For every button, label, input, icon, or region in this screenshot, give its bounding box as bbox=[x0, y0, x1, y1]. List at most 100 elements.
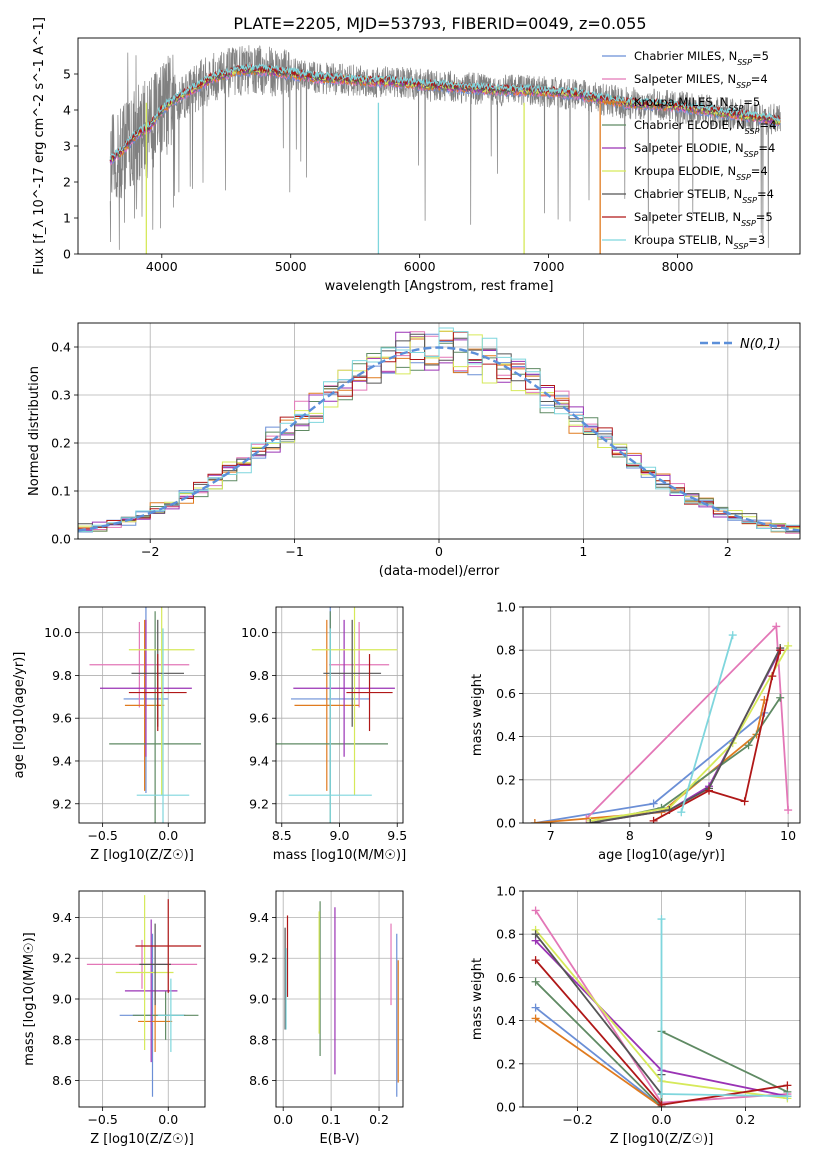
panel-z_weight: −0.2 0.0 0.2 0.0 0.2 0.4 0.6 0.8 1.0 Z [log10(Z/Z… bbox=[470, 884, 801, 1147]
legend-label-8: Kroupa STELIB, NSSP=3 bbox=[634, 233, 765, 251]
panel-age_weight: 7 8 9 10 0.0 0.2 0.4 0.6 0.8 1.0 age [log10(age/yr… bbox=[470, 600, 801, 863]
weight-marker-6 bbox=[531, 930, 540, 939]
axes-frame bbox=[275, 890, 404, 1108]
y-tick-label: 0.0 bbox=[496, 1100, 516, 1115]
y-tick-label: 0.1 bbox=[51, 484, 71, 499]
y-tick-label: 9.4 bbox=[249, 753, 269, 768]
x-tick-label: 9 bbox=[705, 828, 713, 843]
weight-marker-8 bbox=[783, 1092, 792, 1101]
plot-area-residuals bbox=[78, 327, 800, 539]
x-axis-label: Z [log10(Z/Z☉)] bbox=[610, 1132, 714, 1147]
x-tick-label: 0.0 bbox=[158, 1112, 178, 1127]
x-tick-label: 0.1 bbox=[321, 1112, 341, 1127]
x-tick-label: −0.5 bbox=[87, 1112, 117, 1127]
x-tick-label: −0.2 bbox=[562, 1112, 592, 1127]
x-tick-label: 7000 bbox=[533, 259, 565, 274]
legend-label-4: Salpeter ELODIE, NSSP=4 bbox=[634, 141, 775, 159]
axes-frame bbox=[522, 890, 801, 1108]
x-axis-label: E(B-V) bbox=[319, 1132, 359, 1147]
y-tick-label: 9.4 bbox=[52, 910, 72, 925]
y-tick-label: 9.2 bbox=[52, 796, 72, 811]
weight-marker-7 bbox=[768, 672, 777, 681]
x-tick-label: 7 bbox=[547, 828, 555, 843]
weight-marker-1 bbox=[784, 806, 793, 815]
plot-area-z_age bbox=[89, 607, 202, 823]
weight-marker-1 bbox=[772, 622, 781, 631]
y-axis-label: age [log10(age/yr)] bbox=[12, 652, 27, 779]
plot-area-age_weight bbox=[530, 622, 793, 823]
plot-area-z_mass bbox=[86, 895, 202, 1097]
legend-label-2: Kroupa MILES, NSSP=5 bbox=[634, 95, 760, 113]
legend-label-1: Salpeter MILES, NSSP=4 bbox=[634, 72, 768, 90]
y-tick-label: 0.0 bbox=[496, 816, 516, 831]
y-tick-label: 0.4 bbox=[51, 340, 71, 355]
panel-z_age: −0.5 0.0 9.2 9.4 9.6 9.8 10.0 Z [log10(Z/Z☉)] ag… bbox=[12, 606, 206, 863]
weight-marker-7 bbox=[740, 797, 749, 806]
y-tick-label: 0.4 bbox=[496, 729, 516, 744]
plot-area-z_weight bbox=[531, 906, 792, 1107]
x-tick-label: 0 bbox=[435, 544, 443, 559]
y-tick-label: 1.0 bbox=[496, 884, 516, 899]
weight-line-2 bbox=[535, 1017, 663, 1107]
weight-marker-8 bbox=[657, 915, 666, 924]
x-tick-label: 0.0 bbox=[652, 1112, 672, 1127]
weight-marker-1 bbox=[531, 906, 540, 915]
weight-marker-3 bbox=[531, 977, 540, 986]
y-tick-label: 9.4 bbox=[52, 753, 72, 768]
legend-label-0: Chabrier MILES, NSSP=5 bbox=[634, 49, 769, 67]
y-tick-label: 9.6 bbox=[52, 711, 72, 726]
plot-area-spectrum bbox=[109, 45, 781, 254]
y-tick-label: 0.8 bbox=[496, 643, 516, 658]
y-tick-label: 9.0 bbox=[249, 992, 269, 1007]
x-axis-label: age [log10(age/yr)] bbox=[598, 848, 725, 863]
y-tick-label: 10.0 bbox=[44, 625, 72, 640]
x-tick-label: 10 bbox=[780, 828, 796, 843]
x-tick-label: 2 bbox=[724, 544, 732, 559]
weight-marker-0 bbox=[531, 1003, 540, 1012]
weight-line-8 bbox=[680, 634, 734, 813]
axes-frame bbox=[78, 890, 206, 1108]
y-tick-label: 0.4 bbox=[496, 1013, 516, 1028]
weight-marker-5 bbox=[784, 641, 793, 650]
y-tick-label: 5 bbox=[63, 67, 71, 82]
y-tick-label: 9.4 bbox=[249, 910, 269, 925]
y-tick-label: 0.8 bbox=[496, 927, 516, 942]
y-tick-label: 8.8 bbox=[52, 1032, 72, 1047]
weight-marker-6 bbox=[586, 819, 595, 823]
y-tick-label: 9.8 bbox=[52, 668, 72, 683]
y-tick-label: 8.6 bbox=[52, 1073, 72, 1088]
y-axis-label: mass weight bbox=[470, 674, 485, 756]
y-tick-label: 0 bbox=[63, 247, 71, 262]
axes-frame bbox=[78, 606, 206, 824]
weight-line-6 bbox=[534, 933, 663, 1097]
y-tick-label: 2 bbox=[63, 175, 71, 190]
legend-spectrum: Chabrier MILES, NSSP=5 Salpeter MILES, NS… bbox=[602, 49, 776, 251]
x-axis-label: wavelength [Angstrom, rest frame] bbox=[325, 279, 554, 294]
x-tick-label: −0.5 bbox=[87, 828, 117, 843]
histogram-8 bbox=[78, 327, 800, 539]
y-tick-label: 0.2 bbox=[496, 772, 516, 787]
axes-frame bbox=[275, 606, 404, 824]
weight-line-6 bbox=[590, 647, 782, 823]
x-tick-label: 9.5 bbox=[387, 828, 407, 843]
y-tick-label: 4 bbox=[63, 103, 71, 118]
weight-marker-3 bbox=[776, 693, 785, 702]
y-tick-label: 3 bbox=[63, 139, 71, 154]
y-tick-label: 1 bbox=[63, 211, 71, 226]
x-tick-label: 9.0 bbox=[330, 828, 350, 843]
y-tick-label: 0.2 bbox=[496, 1056, 516, 1071]
y-tick-label: 9.8 bbox=[249, 668, 269, 683]
legend-label-6: Chabrier STELIB, NSSP=4 bbox=[634, 187, 774, 205]
x-tick-label: 0.0 bbox=[158, 828, 178, 843]
axes-frame bbox=[522, 606, 801, 824]
legend-label-3: Chabrier ELODIE, NSSP=4 bbox=[634, 118, 776, 136]
y-tick-label: 8.8 bbox=[249, 1032, 269, 1047]
x-axis-label: (data-model)/error bbox=[379, 564, 500, 579]
legend-label-5: Kroupa ELODIE, NSSP=4 bbox=[634, 164, 768, 182]
weight-marker-7 bbox=[776, 646, 785, 655]
x-tick-label: −1 bbox=[285, 544, 303, 559]
plot-area-ebv_mass bbox=[284, 901, 399, 1097]
axes-frame bbox=[77, 322, 801, 540]
panel-ebv_mass: 0.0 0.1 0.2 8.6 8.8 9.0 9.2 9.4 E(B-V) bbox=[249, 890, 404, 1147]
weight-marker-0 bbox=[649, 799, 658, 808]
